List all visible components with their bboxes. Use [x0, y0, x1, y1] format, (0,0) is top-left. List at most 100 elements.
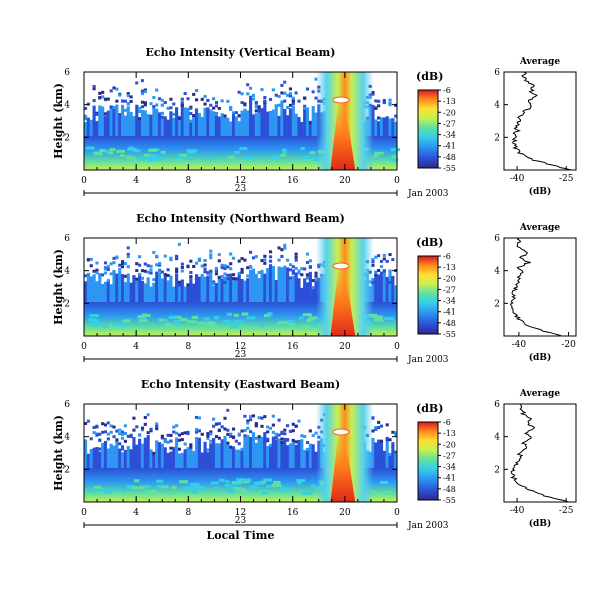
heatmap-cell	[231, 111, 236, 115]
x-tick-label: 0	[394, 508, 400, 518]
heatmap-cell	[294, 272, 298, 302]
profile-x-tick-label: -40	[512, 340, 527, 350]
heatmap-cell	[157, 112, 162, 136]
colorbar-tick-label: -13	[443, 97, 456, 106]
heatmap-cell	[120, 452, 125, 468]
heatmap-cell	[172, 425, 176, 429]
heatmap-cell	[99, 149, 106, 153]
heatmap-cell	[183, 431, 187, 435]
heatmap-cell	[178, 153, 188, 157]
heatmap-cell	[274, 436, 278, 440]
heatmap-cell	[169, 451, 173, 468]
heatmap-cell	[94, 487, 105, 491]
heatmap-cell	[257, 278, 261, 282]
heatmap-cell	[115, 99, 119, 103]
heatmap-cell	[200, 275, 204, 279]
heatmap-cell	[294, 266, 298, 270]
heatmap-cell	[109, 424, 113, 428]
heatmap-cell	[160, 150, 166, 154]
heatmap-cell	[305, 260, 310, 264]
heatmap-cell	[92, 274, 96, 278]
heatmap-cell	[146, 435, 150, 439]
profile-y-tick-label: 4	[494, 267, 500, 277]
heatmap-cell	[120, 430, 125, 434]
heatmap-cell	[260, 323, 265, 327]
heatmap-cell	[140, 426, 145, 430]
heatmap-cell	[303, 108, 307, 136]
heatmap-cell	[263, 432, 267, 468]
heatmap-cell	[237, 259, 241, 263]
heatmap-cell	[379, 441, 384, 468]
heatmap-cell	[98, 273, 102, 277]
heatmap-cell	[186, 285, 190, 302]
colorbar-tick-label: -48	[443, 319, 456, 328]
heatmap-cell	[118, 270, 122, 302]
y-axis-label: Height (km)	[52, 249, 65, 325]
heatmap-cell	[138, 120, 142, 136]
heatmap-cell	[140, 269, 145, 273]
colorbar-label: (dB)	[416, 70, 443, 83]
heatmap-cell	[249, 269, 253, 302]
heatmap-cell	[374, 99, 378, 103]
heatmap-cell	[240, 101, 244, 105]
colorbar-label: (dB)	[416, 402, 443, 415]
heatmap-cell	[291, 429, 295, 433]
heatmap-cell	[305, 87, 310, 91]
heatmap-cell	[84, 114, 88, 118]
heatmap-cell	[143, 90, 147, 94]
heatmap-cell	[226, 312, 232, 316]
heatmap-cell	[297, 280, 301, 302]
heatmap-cell	[89, 276, 93, 302]
colorbar-tick-label: -48	[443, 485, 456, 494]
heatmap-cell	[140, 428, 145, 432]
heatmap-cell	[271, 88, 275, 92]
x-tick-label: 16	[287, 176, 299, 186]
heatmap-cell	[237, 114, 241, 118]
heatmap-cell	[109, 262, 113, 266]
heatmap-cell	[126, 273, 130, 302]
profile-x-label: (dB)	[529, 352, 551, 363]
heatmap-cell	[152, 278, 156, 282]
colorbar-tick-label: -41	[443, 142, 456, 151]
heatmap-cell	[385, 116, 389, 136]
heatmap-cell	[156, 484, 162, 488]
panel-2: Echo Intensity (Eastward Beam)642Height …	[52, 378, 577, 542]
heatmap-cell	[280, 100, 284, 136]
heatmap-cell	[140, 100, 145, 104]
heatmap-cell	[246, 316, 256, 320]
heatmap-cell	[217, 275, 221, 279]
heatmap-cell	[297, 99, 301, 103]
heatmap-cell	[388, 103, 392, 107]
heatmap-cell	[214, 114, 219, 136]
heatmap-cell	[209, 439, 213, 443]
heatmap-cell	[291, 271, 295, 275]
heatmap-cell	[220, 113, 224, 136]
heatmap-cell	[126, 106, 130, 136]
heatmap-cell	[377, 420, 381, 424]
colorbar-tick-label: -34	[443, 131, 456, 140]
profile-x-label: (dB)	[529, 518, 551, 529]
x-tick-label: 0	[394, 176, 400, 186]
heatmap-cell	[143, 422, 147, 426]
heatmap-cell	[94, 152, 103, 156]
heatmap-cell	[286, 258, 290, 262]
heatmap-cell	[271, 430, 275, 434]
heatmap-cell	[288, 276, 293, 280]
heatmap-cell	[146, 277, 150, 302]
heatmap-cell	[240, 267, 244, 271]
heatmap-cell	[206, 432, 210, 436]
heatmap-cell	[286, 424, 290, 428]
heatmap-cell	[260, 259, 264, 263]
heatmap-cell	[303, 104, 307, 108]
heatmap-cell	[203, 270, 207, 274]
heatmap-cell	[109, 105, 113, 136]
heatmap-cell	[263, 440, 267, 444]
heatmap-cell	[305, 449, 310, 468]
heatmap-cell	[287, 320, 295, 324]
heatmap-cell	[374, 106, 378, 110]
heatmap-cell	[106, 97, 110, 101]
heatmap-cell	[268, 259, 273, 263]
heatmap-cell	[150, 325, 156, 329]
colorbar-tick-label: -55	[443, 496, 456, 505]
heatmap-cell	[379, 117, 384, 136]
